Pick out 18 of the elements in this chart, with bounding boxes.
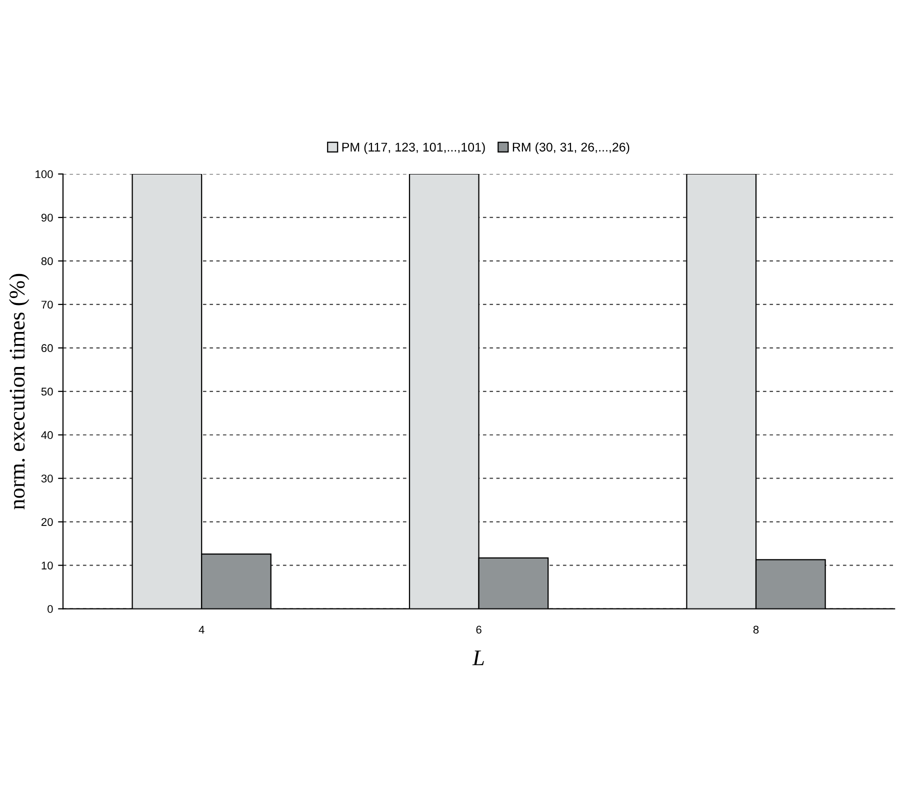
y-tick-label: 90 xyxy=(41,214,53,222)
y-axis-title: norm. execution times (%) xyxy=(9,274,30,510)
y-tick-label: 10 xyxy=(42,562,53,570)
y-tick-label: 60 xyxy=(41,344,53,352)
x-tick-label: 8 xyxy=(753,626,759,634)
y-tick-label: 40 xyxy=(41,431,53,440)
legend-label: RM (30, 31, 26,...,26) xyxy=(512,142,630,154)
legend-label: PM (117, 123, 101,...,101) xyxy=(342,142,485,154)
x-tick-label: 6 xyxy=(476,626,482,634)
y-tick-label: 50 xyxy=(41,388,53,396)
y-tick-label: 100 xyxy=(36,170,53,178)
y-tick-label: 0 xyxy=(48,605,53,613)
y-tick-label: 80 xyxy=(41,257,53,266)
y-tick-label: 20 xyxy=(41,518,53,526)
y-tick-label: 70 xyxy=(41,300,53,309)
x-tick-label: 4 xyxy=(198,626,204,634)
y-tick-label: 30 xyxy=(41,474,53,482)
x-axis-title: L xyxy=(472,650,484,666)
